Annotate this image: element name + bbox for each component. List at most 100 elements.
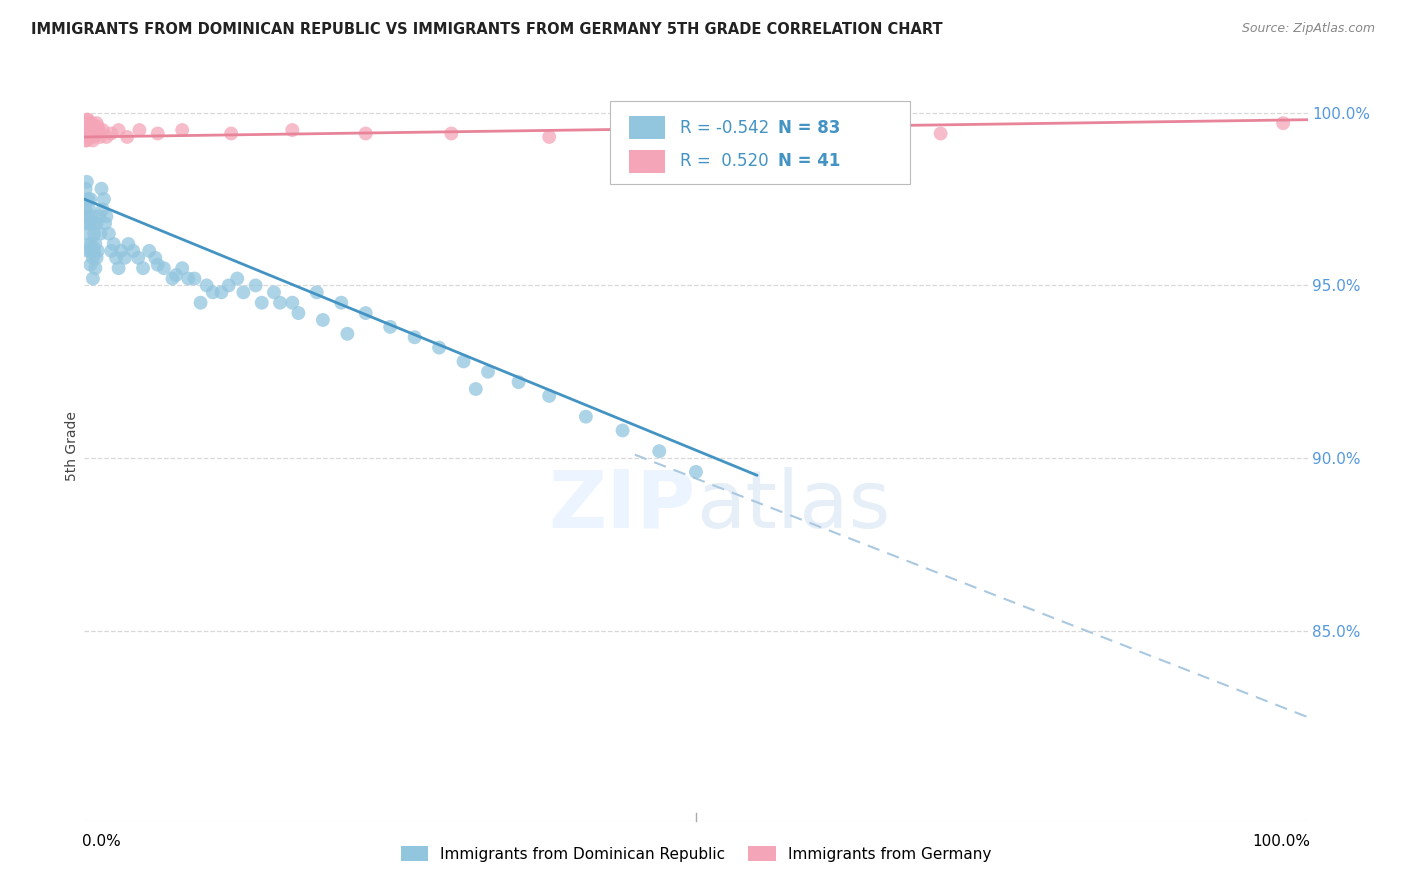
Point bbox=[404, 330, 426, 344]
FancyBboxPatch shape bbox=[628, 150, 665, 172]
Point bbox=[79, 258, 101, 272]
Point bbox=[82, 251, 104, 265]
Text: 100.0%: 100.0% bbox=[1251, 834, 1310, 849]
Point bbox=[114, 251, 136, 265]
Point bbox=[87, 210, 110, 224]
Point bbox=[94, 216, 117, 230]
Point bbox=[82, 216, 104, 230]
Text: ZIP: ZIP bbox=[548, 467, 696, 545]
Point bbox=[146, 127, 169, 141]
Point bbox=[97, 227, 120, 241]
Point bbox=[77, 216, 100, 230]
Point bbox=[87, 120, 110, 134]
Point bbox=[427, 341, 450, 355]
Point bbox=[508, 375, 530, 389]
Point bbox=[77, 244, 100, 258]
Point bbox=[79, 120, 101, 134]
Point bbox=[226, 271, 249, 285]
Point bbox=[80, 237, 103, 252]
Point bbox=[76, 210, 98, 224]
Point bbox=[76, 216, 98, 230]
Point bbox=[79, 192, 101, 206]
Point bbox=[77, 237, 100, 252]
Point bbox=[82, 123, 104, 137]
Point bbox=[218, 278, 240, 293]
Point bbox=[538, 130, 561, 145]
Point bbox=[79, 244, 101, 258]
Point bbox=[87, 123, 110, 137]
Point bbox=[648, 444, 671, 458]
Point bbox=[195, 278, 218, 293]
Point bbox=[77, 130, 100, 145]
Point bbox=[79, 130, 101, 145]
Point bbox=[84, 123, 107, 137]
Point bbox=[86, 216, 108, 230]
Point bbox=[105, 251, 128, 265]
Point bbox=[83, 227, 105, 241]
Point bbox=[128, 123, 150, 137]
Point bbox=[172, 123, 194, 137]
Point bbox=[84, 237, 107, 252]
Text: 0.0%: 0.0% bbox=[82, 834, 121, 849]
Point bbox=[685, 465, 707, 479]
Point bbox=[354, 127, 377, 141]
Point bbox=[84, 261, 107, 276]
Point bbox=[127, 251, 149, 265]
Point bbox=[89, 130, 111, 145]
Point bbox=[83, 244, 105, 258]
Point bbox=[287, 306, 309, 320]
Point bbox=[245, 278, 267, 293]
Point bbox=[96, 130, 118, 145]
Point bbox=[76, 112, 98, 127]
Point bbox=[269, 295, 291, 310]
Text: N = 83: N = 83 bbox=[778, 119, 841, 136]
Point bbox=[201, 285, 224, 300]
Point bbox=[162, 271, 184, 285]
Point bbox=[77, 120, 100, 134]
Point bbox=[440, 127, 463, 141]
Point bbox=[91, 202, 114, 217]
Text: N = 41: N = 41 bbox=[778, 153, 841, 170]
Point bbox=[263, 285, 285, 300]
Point bbox=[77, 127, 100, 141]
Point bbox=[91, 123, 114, 137]
Point bbox=[312, 313, 335, 327]
Point bbox=[82, 271, 104, 285]
Point bbox=[77, 202, 100, 217]
Point bbox=[75, 133, 97, 147]
Point bbox=[80, 127, 103, 141]
FancyBboxPatch shape bbox=[628, 116, 665, 139]
Text: IMMIGRANTS FROM DOMINICAN REPUBLIC VS IMMIGRANTS FROM GERMANY 5TH GRADE CORRELAT: IMMIGRANTS FROM DOMINICAN REPUBLIC VS IM… bbox=[31, 22, 942, 37]
Text: atlas: atlas bbox=[696, 467, 890, 545]
Point bbox=[122, 244, 145, 258]
Point bbox=[612, 424, 634, 438]
Point bbox=[76, 123, 98, 137]
Point bbox=[89, 227, 111, 241]
Point bbox=[138, 244, 160, 258]
Point bbox=[93, 192, 115, 206]
Point bbox=[209, 285, 232, 300]
Point bbox=[76, 175, 98, 189]
Point bbox=[75, 202, 97, 217]
Point bbox=[177, 271, 200, 285]
Point bbox=[146, 258, 169, 272]
Point bbox=[305, 285, 328, 300]
Point bbox=[77, 112, 100, 127]
Point bbox=[153, 261, 176, 276]
Point bbox=[143, 251, 166, 265]
Point bbox=[453, 354, 475, 368]
Point bbox=[86, 127, 108, 141]
Point bbox=[183, 271, 205, 285]
Point bbox=[107, 123, 129, 137]
Point bbox=[96, 210, 118, 224]
Point bbox=[190, 295, 212, 310]
Point bbox=[132, 261, 155, 276]
Point bbox=[115, 130, 138, 145]
Legend: Immigrants from Dominican Republic, Immigrants from Germany: Immigrants from Dominican Republic, Immi… bbox=[401, 846, 991, 862]
Point bbox=[172, 261, 194, 276]
Point bbox=[250, 295, 273, 310]
Point bbox=[330, 295, 353, 310]
Point bbox=[538, 389, 561, 403]
Point bbox=[575, 409, 598, 424]
Point bbox=[354, 306, 377, 320]
